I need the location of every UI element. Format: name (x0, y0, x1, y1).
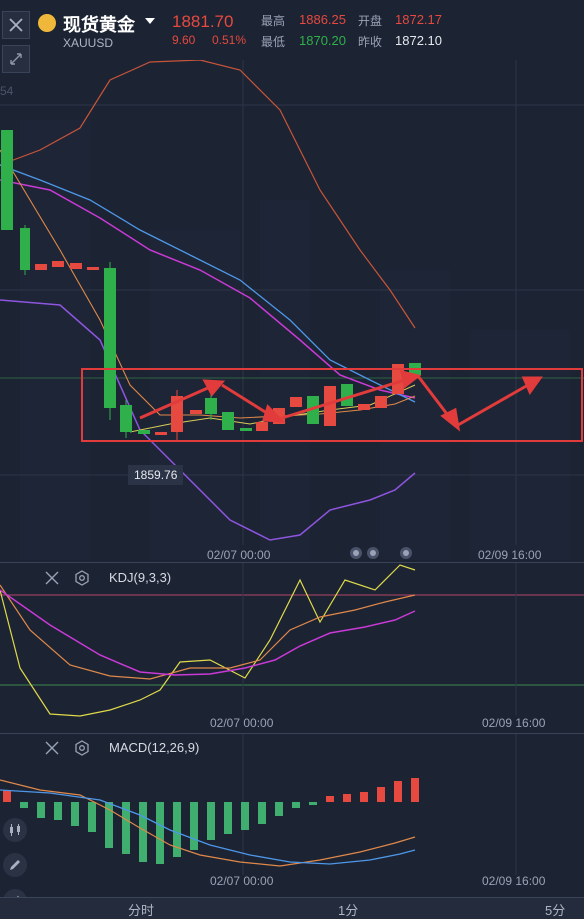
kdj-close-icon[interactable] (45, 571, 59, 585)
prev-close-label: 昨收 (358, 35, 383, 49)
bottom-tab-bar (0, 897, 584, 919)
candle-icon (10, 824, 20, 836)
close-icon (9, 18, 23, 32)
macd-title: MACD(12,26,9) (109, 740, 200, 755)
dropdown-icon[interactable] (145, 17, 155, 25)
shrink-icon (10, 53, 22, 65)
close-chart-button[interactable] (2, 11, 30, 39)
price-change-pct: 0.51% (212, 33, 247, 47)
tab-1min[interactable]: 1分 (338, 903, 359, 918)
instrument-title[interactable]: 现货黄金 (63, 15, 135, 35)
last-price: 1881.70 (172, 12, 234, 31)
side-price-label: 54 (0, 84, 14, 98)
kdj-panel-border (0, 562, 584, 563)
main-chart[interactable] (0, 60, 584, 562)
price-change: 9.60 (172, 33, 196, 47)
kdj-gear-icon[interactable] (74, 570, 90, 586)
candle-tool-button[interactable] (3, 818, 27, 842)
macd-chart[interactable] (0, 734, 584, 894)
high-value: 1886.25 (299, 12, 346, 27)
macd-time-left: 02/07 00:00 (210, 874, 274, 888)
tab-5min[interactable]: 5分 (545, 903, 566, 918)
open-label: 开盘 (358, 14, 383, 28)
kdj-time-left: 02/07 00:00 (210, 716, 274, 730)
collapse-button[interactable] (2, 45, 30, 73)
draw-tool-button[interactable] (3, 853, 27, 877)
macd-close-icon[interactable] (45, 741, 59, 755)
low-label: 最低 (261, 35, 286, 49)
time-label-left: 02/07 00:00 (207, 548, 271, 562)
kdj-time-right: 02/09 16:00 (482, 716, 546, 730)
kdj-chart[interactable] (0, 563, 584, 733)
macd-panel-border (0, 733, 584, 734)
gold-coin-icon (38, 14, 56, 32)
tab-timeshare[interactable]: 分时 (128, 903, 155, 918)
time-label-right: 02/09 16:00 (478, 548, 542, 562)
low-value: 1870.20 (299, 33, 346, 48)
macd-gear-icon[interactable] (74, 740, 90, 756)
macd-time-right: 02/09 16:00 (482, 874, 546, 888)
prev-close-value: 1872.10 (395, 33, 442, 48)
kdj-title: KDJ(9,3,3) (109, 570, 172, 585)
low-price-tag: 1859.76 (128, 465, 184, 485)
high-label: 最高 (261, 14, 286, 28)
instrument-symbol: XAUUSD (63, 36, 114, 50)
open-value: 1872.17 (395, 12, 442, 27)
pen-icon (10, 860, 20, 870)
